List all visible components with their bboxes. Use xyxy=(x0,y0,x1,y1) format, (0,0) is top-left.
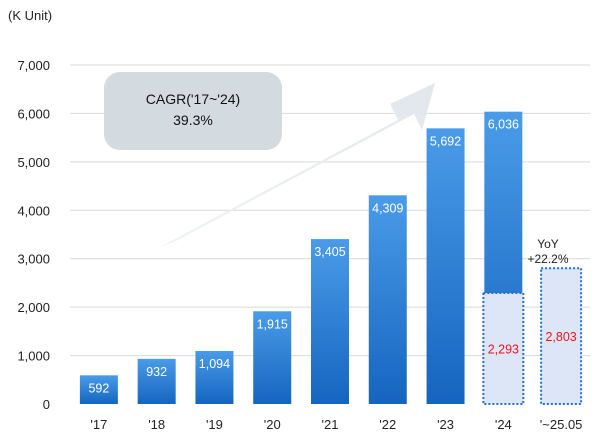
yoy-annotation: YoY +22.2% xyxy=(527,237,568,266)
x-tick-label: '19 xyxy=(206,417,223,432)
yoy-title: YoY xyxy=(537,237,559,251)
y-axis-ticks: 0 1,000 2,000 3,000 4,000 5,000 6,000 7,000 xyxy=(17,58,50,412)
bar xyxy=(426,128,465,404)
y-tick-label: 7,000 xyxy=(17,58,50,73)
partial-bar xyxy=(482,291,525,405)
x-tick-label: '21 xyxy=(322,417,339,432)
cagr-annotation: CAGR('17~'24) 39.3% xyxy=(104,72,282,150)
growth-arrow xyxy=(160,83,435,247)
x-tick-label: '22 xyxy=(379,417,396,432)
bars xyxy=(79,111,523,404)
bar-value-label: 4,309 xyxy=(372,201,403,215)
cagr-box xyxy=(104,72,282,150)
partial-value-label: 2,293 xyxy=(488,342,519,356)
bar xyxy=(195,351,234,404)
bar-labels: 592 932 1,094 1,915 3,405 4,309 5,692 6,036 2,29… xyxy=(88,118,576,396)
bar-value-label: 1,094 xyxy=(199,357,230,371)
yoy-value: +22.2% xyxy=(527,252,568,266)
partial-value-label: 2,803 xyxy=(545,330,576,344)
x-tick-label: '23 xyxy=(437,417,454,432)
y-tick-label: 4,000 xyxy=(17,203,50,218)
cagr-title: CAGR('17~'24) xyxy=(146,91,240,107)
partial-bars xyxy=(482,267,583,405)
x-axis-ticks: '17 '18 '19 '20 '21 '22 '23 '24 '~25.05 xyxy=(90,417,582,432)
partial-bar xyxy=(540,267,583,405)
x-tick-label: '~25.05 xyxy=(540,417,583,432)
x-tick-label: '24 xyxy=(495,417,512,432)
bar xyxy=(368,195,407,404)
bar-value-label: 1,915 xyxy=(257,317,288,331)
y-tick-label: 5,000 xyxy=(17,155,50,170)
bar xyxy=(137,358,176,404)
cagr-value: 39.3% xyxy=(173,112,213,128)
x-tick-label: '17 xyxy=(90,417,107,432)
y-tick-label: 6,000 xyxy=(17,106,50,121)
bar-value-label: 5,692 xyxy=(430,134,461,148)
bar-value-label: 592 xyxy=(88,381,109,395)
bar xyxy=(311,239,349,404)
bar xyxy=(79,375,118,404)
y-tick-label: 1,000 xyxy=(17,349,50,364)
unit-label: (K Unit) xyxy=(8,8,52,23)
bar-value-label: 932 xyxy=(146,365,167,379)
x-tick-label: '20 xyxy=(264,417,281,432)
y-tick-label: 2,000 xyxy=(17,300,50,315)
bar-value-label: 3,405 xyxy=(314,245,345,259)
y-tick-label: 0 xyxy=(43,397,50,412)
bar-value-label: 6,036 xyxy=(488,118,519,132)
bar xyxy=(253,311,292,404)
x-tick-label: '18 xyxy=(148,417,165,432)
y-tick-label: 3,000 xyxy=(17,252,50,267)
